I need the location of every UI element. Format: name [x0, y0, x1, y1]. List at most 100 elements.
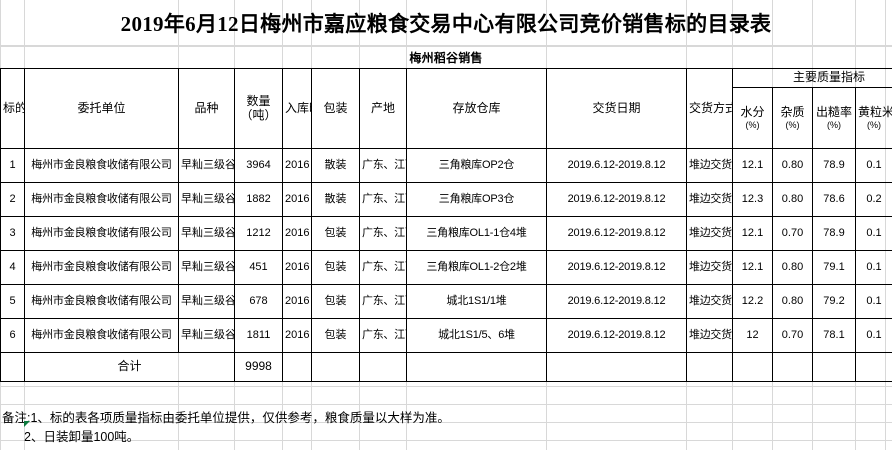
cell-warehouse: 三角粮库OP2仓 [406, 148, 547, 183]
cell-packaging: 包装 [311, 318, 360, 353]
cell-quantity: 678 [234, 284, 283, 319]
cell-packaging: 包装 [311, 284, 360, 319]
total-blank-impurity [772, 352, 813, 382]
col-header-quality-group: 主要质量指标 [731, 68, 892, 88]
total-blank-brown-rice-rate [812, 352, 856, 382]
cell-brown-rice-rate: 78.1 [812, 318, 856, 353]
cell-storage-time: 2016 [282, 216, 312, 251]
col-header-origin: 产地 [359, 68, 407, 149]
cell-packaging: 散装 [311, 182, 360, 217]
col-header-yellow-grain: 黄粒米 (%) [855, 87, 892, 149]
cell-delivery-method: 堆边交货 [686, 216, 733, 251]
cell-moisture: 12.1 [732, 148, 773, 183]
total-label: 合计 [24, 352, 235, 382]
total-blank-storage-time [282, 352, 312, 382]
note-line-1: 备注:1、标的表各项质量指标由委托单位提供，仅供参考，粮食质量以大样为准。 [2, 411, 450, 425]
table-total-row: 合计 9998 [0, 352, 892, 382]
col-header-delivery-date: 交货日期 [546, 68, 687, 149]
cell-quantity: 1811 [234, 318, 283, 353]
col-header-impurity-unit: (%) [785, 119, 800, 130]
col-header-moisture-unit: (%) [745, 119, 760, 130]
cell-brown-rice-rate: 79.1 [812, 250, 856, 285]
cell-variety: 早籼三级谷 [178, 182, 235, 217]
cell-brown-rice-rate: 78.9 [812, 216, 856, 251]
col-header-storage-time: 入库时间 [282, 68, 312, 149]
cell-moisture: 12.3 [732, 182, 773, 217]
cell-storage-time: 2016 [282, 182, 312, 217]
cell-quantity: 1882 [234, 182, 283, 217]
col-header-packaging: 包装 [311, 68, 360, 149]
cell-yellow-grain: 0.1 [855, 216, 892, 251]
subtitle-row: 梅州稻谷销售 [0, 46, 892, 68]
cell-variety: 早籼三级谷 [178, 284, 235, 319]
cell-quantity: 3964 [234, 148, 283, 183]
cell-origin: 广东、江西 [359, 182, 407, 217]
cell-warehouse: 三角粮库OP3仓 [406, 182, 547, 217]
cell-storage-time: 2016 [282, 250, 312, 285]
total-blank-origin [359, 352, 407, 382]
col-header-delivery-method: 交货方式 [686, 68, 733, 149]
cell-packaging: 散装 [311, 148, 360, 183]
cell-entrust-unit: 梅州市金良粮食收储有限公司 [24, 250, 179, 285]
cell-moisture: 12.1 [732, 216, 773, 251]
header-row-top: 标的号 委托单位 品种 数量 （吨） 入库时间 包装 产地 存放仓库 交货日期 … [0, 68, 892, 149]
total-blank-delivery-method [686, 352, 733, 382]
total-seq-cell [0, 352, 25, 382]
cell-impurity: 0.80 [772, 250, 813, 285]
table-row: 3 梅州市金良粮食收储有限公司 早籼三级谷 1212 2016 包装 广东、江西… [0, 216, 892, 251]
col-header-quantity: 数量 （吨） [234, 68, 283, 149]
cell-seq: 6 [0, 318, 25, 353]
total-blank-packaging [311, 352, 360, 382]
cell-origin: 广东、江西 [359, 148, 407, 183]
cell-delivery-method: 堆边交货 [686, 318, 733, 353]
cell-comment-indicator-icon [24, 421, 30, 427]
col-header-impurity-label: 杂质 [780, 105, 805, 120]
col-header-moisture-label: 水分 [740, 105, 765, 120]
cell-warehouse: 三角粮库OL1-2仓2堆 [406, 250, 547, 285]
cell-origin: 广东、江西 [359, 250, 407, 285]
cell-seq: 4 [0, 250, 25, 285]
cell-delivery-date: 2019.6.12-2019.8.12 [546, 250, 687, 285]
cell-origin: 广东、江西 [359, 216, 407, 251]
cell-entrust-unit: 梅州市金良粮食收储有限公司 [24, 182, 179, 217]
col-header-moisture: 水分 (%) [732, 87, 773, 149]
cell-yellow-grain: 0.2 [855, 182, 892, 217]
cell-quantity: 1212 [234, 216, 283, 251]
cell-seq: 1 [0, 148, 25, 183]
cell-storage-time: 2016 [282, 318, 312, 353]
cell-variety: 早籼三级谷 [178, 250, 235, 285]
cell-delivery-date: 2019.6.12-2019.8.12 [546, 148, 687, 183]
cell-delivery-method: 堆边交货 [686, 284, 733, 319]
cell-entrust-unit: 梅州市金良粮食收储有限公司 [24, 284, 179, 319]
cell-packaging: 包装 [311, 216, 360, 251]
cell-yellow-grain: 0.1 [855, 250, 892, 285]
cell-delivery-method: 堆边交货 [686, 250, 733, 285]
cell-delivery-date: 2019.6.12-2019.8.12 [546, 182, 687, 217]
col-header-brown-rice-rate-unit: (%) [827, 119, 841, 130]
table-row: 4 梅州市金良粮食收储有限公司 早籼三级谷 451 2016 包装 广东、江西 … [0, 250, 892, 285]
col-header-brown-rice-rate: 出糙率 (%) [812, 87, 856, 149]
cell-brown-rice-rate: 79.2 [812, 284, 856, 319]
col-header-warehouse: 存放仓库 [406, 68, 547, 149]
cell-delivery-method: 堆边交货 [686, 182, 733, 217]
cell-variety: 早籼三级谷 [178, 318, 235, 353]
cell-moisture: 12 [732, 318, 773, 353]
cell-moisture: 12.1 [732, 250, 773, 285]
col-header-quantity-label: 数量 [246, 94, 271, 109]
cell-delivery-date: 2019.6.12-2019.8.12 [546, 216, 687, 251]
cell-variety: 早籼三级谷 [178, 148, 235, 183]
cell-storage-time: 2016 [282, 284, 312, 319]
cell-seq: 3 [0, 216, 25, 251]
page-title: 2019年6月12日梅州市嘉应粮食交易中心有限公司竞价销售标的目录表 [120, 11, 772, 36]
page-subtitle: 梅州稻谷销售 [409, 50, 483, 65]
col-header-brown-rice-rate-label: 出糙率 [815, 105, 852, 120]
col-header-seq: 标的号 [0, 68, 25, 149]
table-row: 5 梅州市金良粮食收储有限公司 早籼三级谷 678 2016 包装 广东、江西 … [0, 284, 892, 319]
col-header-impurity: 杂质 (%) [772, 87, 813, 149]
col-header-variety: 品种 [178, 68, 235, 149]
title-row: 2019年6月12日梅州市嘉应粮食交易中心有限公司竞价销售标的目录表 [0, 0, 892, 46]
cell-delivery-date: 2019.6.12-2019.8.12 [546, 284, 687, 319]
cell-seq: 5 [0, 284, 25, 319]
cell-impurity: 0.80 [772, 148, 813, 183]
cell-yellow-grain: 0.1 [855, 284, 892, 319]
